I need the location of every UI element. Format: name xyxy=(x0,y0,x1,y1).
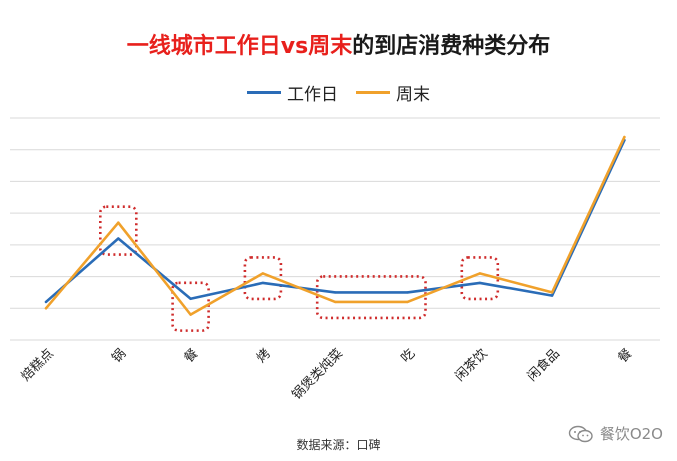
data-point-workday xyxy=(334,291,337,294)
highlight-box xyxy=(171,281,210,332)
x-tick-label: 餐 xyxy=(615,346,636,367)
highlight-box xyxy=(99,205,138,256)
chart-title: 一线城市工作日vs周末的到店消费种类分布 xyxy=(0,28,677,60)
wechat-icon xyxy=(568,425,593,442)
x-tick-label: 闲茶饮 xyxy=(452,346,491,385)
legend-item-weekend: 周末 xyxy=(356,80,430,105)
source-label: 数据来源：口碑 xyxy=(296,438,381,452)
chart-title-red: 一线城市工作日vs周末 xyxy=(126,34,353,59)
x-tick-label: 餐 xyxy=(181,346,202,367)
watermark: 餐饮O2O xyxy=(568,423,663,444)
data-point-weekend xyxy=(117,221,120,224)
data-point-weekend xyxy=(44,307,48,310)
series-line-weekend xyxy=(44,135,626,316)
x-tick-label: 闲食品 xyxy=(524,346,563,385)
highlight-box xyxy=(243,256,283,301)
data-point-weekend xyxy=(189,313,192,316)
legend-label-weekend: 周末 xyxy=(396,85,430,105)
legend-swatch-workday xyxy=(247,91,281,94)
highlight-box xyxy=(460,256,500,301)
data-point-weekend xyxy=(261,272,265,275)
data-point-workday xyxy=(189,297,192,300)
data-point-weekend xyxy=(478,272,481,275)
x-tick-label: 焙糕点 xyxy=(19,346,57,384)
data-point-workday xyxy=(117,237,120,240)
x-tick-label: 烤 xyxy=(254,346,274,366)
data-point-workday xyxy=(406,291,409,294)
highlight-box xyxy=(315,275,427,320)
legend-swatch-weekend xyxy=(356,91,390,94)
data-point-weekend xyxy=(334,300,337,304)
data-point-weekend xyxy=(406,300,409,304)
chart-title-dark: 的到店消费种类分布 xyxy=(352,34,551,59)
watermark-text: 餐饮O2O xyxy=(599,425,663,443)
chart-legend: 工作日 周末 xyxy=(0,80,677,105)
data-point-weekend xyxy=(623,135,626,139)
data-point-weekend xyxy=(550,291,554,294)
x-tick-label: 吃 xyxy=(398,346,419,367)
data-point-workday xyxy=(550,294,554,297)
data-point-workday xyxy=(44,300,48,304)
data-point-workday xyxy=(261,281,265,285)
x-tick-label: 锅煲类炖菜 xyxy=(289,346,346,403)
legend-label-workday: 工作日 xyxy=(287,85,338,105)
legend-item-workday: 工作日 xyxy=(247,80,338,105)
data-point-workday xyxy=(478,281,481,285)
x-tick-label: 锅 xyxy=(109,346,130,367)
